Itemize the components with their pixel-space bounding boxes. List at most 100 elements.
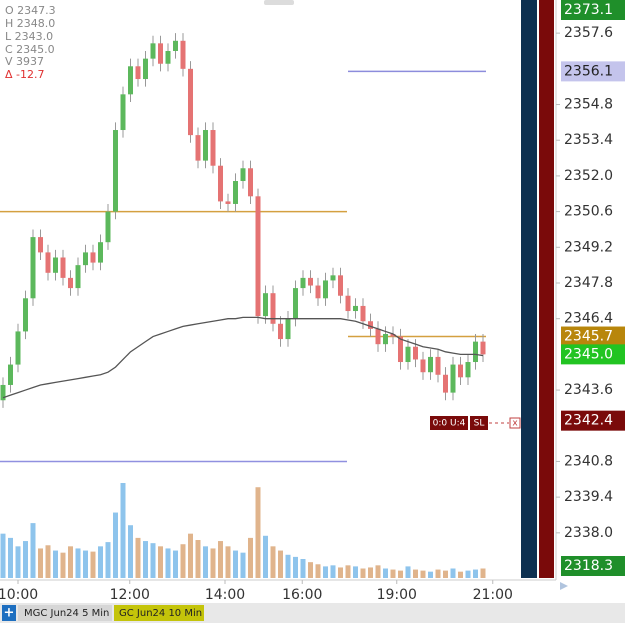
candle-body <box>480 341 486 355</box>
candle-body <box>458 364 463 378</box>
tab-active[interactable] <box>114 605 204 621</box>
x-tick-label: 19:00 <box>377 587 417 603</box>
candle-body <box>120 94 126 131</box>
volume-bar <box>413 569 418 578</box>
order-type-box[interactable] <box>470 416 488 430</box>
x-tick-label: 12:00 <box>110 587 150 603</box>
plot <box>0 33 486 578</box>
volume-bar <box>120 483 126 578</box>
candle-body <box>180 40 186 69</box>
price-tag <box>561 410 625 431</box>
volume-bar <box>263 535 268 578</box>
candle-body <box>360 305 366 322</box>
volume-bar <box>225 546 231 578</box>
candle-body <box>173 40 178 51</box>
price-tag-label: 2342.4 <box>564 413 613 429</box>
x-tick-label: 10:00 <box>0 587 38 603</box>
price-tag <box>561 344 625 365</box>
candle-body <box>30 237 36 299</box>
x-tick-label: 14:00 <box>205 587 245 603</box>
price-tag <box>561 556 625 576</box>
candle-body <box>375 328 381 345</box>
candle-body <box>195 135 201 161</box>
candle-body <box>203 130 208 161</box>
volume-bar <box>30 523 36 578</box>
price-tag-label: 2345.0 <box>564 346 613 362</box>
candle-body <box>105 211 111 243</box>
volume-bar <box>60 552 66 578</box>
candle-body <box>473 341 478 363</box>
y-tick-label: 2353.4 <box>564 132 613 148</box>
volume-bar <box>368 567 373 578</box>
volume-bar <box>188 533 193 578</box>
volume-bar <box>353 566 358 578</box>
candle-body <box>188 68 193 136</box>
candle-body <box>263 293 268 317</box>
scroll-arrow[interactable] <box>560 582 568 590</box>
volume-bar <box>210 548 216 578</box>
price-tag-label: 2345.7 <box>564 329 613 345</box>
x-tick-label: 21:00 <box>473 587 513 603</box>
candle-body <box>68 277 73 289</box>
candle-body <box>38 237 43 253</box>
candle-body <box>225 201 231 204</box>
y-tick-label: 2354.8 <box>564 97 613 113</box>
volume-bar <box>105 542 111 578</box>
candle-body <box>75 265 81 289</box>
order-tag[interactable]: 0:0 U:4 SL x <box>430 416 521 430</box>
add-tab[interactable] <box>2 605 16 621</box>
candle-body <box>398 336 403 363</box>
volume-bar <box>270 546 276 578</box>
average-line <box>2 316 484 399</box>
y-tick-label: 2343.6 <box>564 382 613 398</box>
volume-bar <box>90 551 96 578</box>
candle-body <box>435 356 441 375</box>
candle-body <box>270 293 276 324</box>
tab-label: MGC Jun24 5 Min <box>24 608 109 619</box>
price-tag-label: 2373.1 <box>564 2 613 18</box>
volume-bar <box>53 550 58 578</box>
candle-body <box>233 181 238 204</box>
top-handle[interactable] <box>264 0 294 5</box>
candle-body <box>338 275 343 296</box>
order-qty: 0:0 U:4 <box>433 419 466 429</box>
candle-body <box>248 168 253 197</box>
price-tag <box>561 0 625 20</box>
candle-body <box>315 285 321 299</box>
y-tick-label: 2352.0 <box>564 168 613 184</box>
candle-body <box>345 295 351 312</box>
x-tick-label: 16:00 <box>282 587 322 603</box>
candle-body <box>53 257 58 273</box>
volume-bar <box>203 546 208 578</box>
price-tag-label: 2318.3 <box>564 558 613 574</box>
candle-body <box>323 280 328 299</box>
volume-bar <box>45 545 51 578</box>
volume-bar <box>435 569 441 578</box>
volume-bar <box>83 550 88 578</box>
volume-bar <box>420 570 426 578</box>
candle-body <box>368 321 373 329</box>
candle-body <box>383 333 388 345</box>
info-volume: V 3937 <box>5 55 44 68</box>
info-high: H 2348.0 <box>5 17 55 30</box>
order-qty-box[interactable] <box>430 416 468 430</box>
info-open: O 2347.3 <box>5 4 56 17</box>
bid-column <box>521 0 537 578</box>
volume-bar <box>458 571 463 578</box>
volume-bar <box>473 569 478 578</box>
volume-bar <box>300 559 306 578</box>
candle-body <box>420 359 426 373</box>
candle-body <box>23 298 28 332</box>
ask-column <box>539 0 554 578</box>
candle-body <box>405 346 411 363</box>
volume-bar <box>330 565 336 578</box>
volume-bar <box>398 570 403 578</box>
candle-body <box>158 43 163 64</box>
order-cancel-box[interactable] <box>509 417 521 429</box>
volume-bar <box>278 550 283 578</box>
candle-body <box>210 130 216 166</box>
tab[interactable] <box>18 605 112 621</box>
info-low: L 2343.0 <box>5 30 53 43</box>
candle-body <box>113 130 118 212</box>
y-tick-label: 2338.0 <box>564 525 613 541</box>
